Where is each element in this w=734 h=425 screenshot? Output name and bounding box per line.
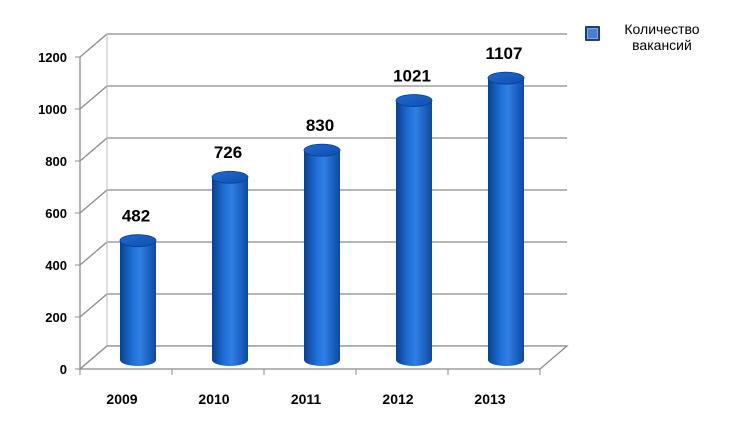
x-tick-label: 2011 [291, 391, 322, 407]
bar-top [119, 234, 157, 248]
y-tick-label: 1000 [38, 102, 67, 117]
y-tick-label: 1200 [38, 50, 67, 65]
gridline-depth [79, 241, 108, 266]
bar [303, 143, 341, 366]
bar-body [488, 78, 524, 367]
gridline-depth [79, 189, 108, 214]
data-label: 1021 [393, 67, 431, 86]
bar-body [120, 240, 156, 366]
axes-layer: 0 200 400 600 800 1000 1200 [38, 33, 569, 377]
bar-body [396, 100, 432, 366]
legend-label: Количество вакансий [607, 21, 717, 53]
gridline-depth [79, 33, 108, 58]
data-label: 482 [122, 207, 150, 226]
gridline-depth [79, 293, 108, 318]
legend: Количество вакансий [585, 21, 717, 53]
y-tick-label: 800 [45, 154, 67, 169]
bar [211, 170, 249, 366]
data-label: 726 [214, 143, 242, 162]
bar-body [304, 150, 340, 366]
legend-label-line2: вакансий [632, 37, 692, 53]
gridline-depth [79, 137, 108, 162]
legend-swatch [585, 26, 600, 41]
x-tick-label: 2009 [106, 391, 137, 407]
bar [119, 234, 157, 366]
x-tick-label: 2013 [474, 391, 505, 407]
bar [487, 71, 525, 367]
legend-label-line1: Количество [624, 21, 700, 37]
bar-top [395, 94, 433, 107]
bar-top [211, 170, 249, 184]
bar-body [212, 177, 248, 366]
gridline-depth [79, 85, 108, 110]
x-tick-label: 2012 [382, 391, 413, 407]
bars-layer [119, 71, 525, 367]
y-tick-label: 600 [45, 206, 67, 221]
bar-top [487, 71, 525, 85]
data-label: 830 [306, 116, 334, 135]
labels-layer: 2009 482 2010 726 2011 830 2012 1021 2013 1107 [106, 44, 522, 407]
y-tick-label: 200 [45, 310, 67, 325]
y-tick-label: 0 [60, 362, 67, 377]
x-tick-label: 2010 [198, 391, 229, 407]
y-tick-label: 400 [45, 258, 67, 273]
data-label: 1107 [486, 44, 523, 63]
bar [395, 94, 433, 366]
bar-top [303, 143, 341, 157]
